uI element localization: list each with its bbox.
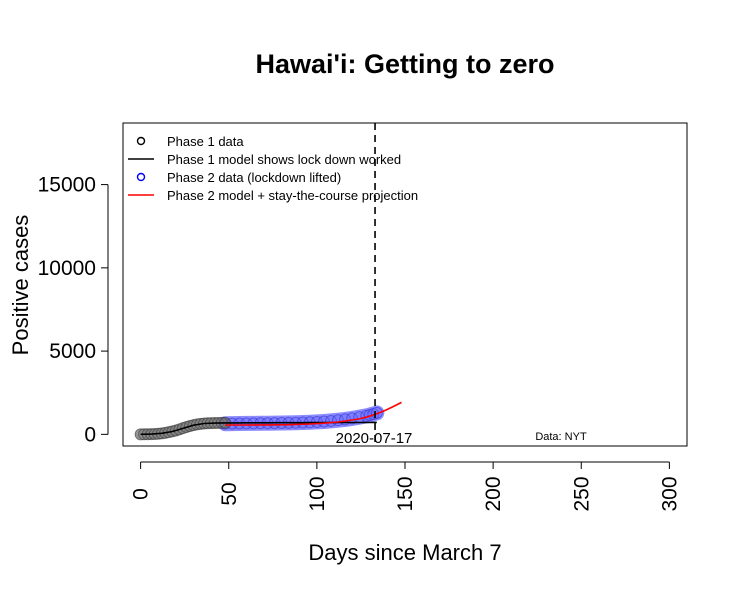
legend-label: Phase 2 model + stay-the-course projecti… xyxy=(167,188,418,203)
phase2-model-line xyxy=(225,401,402,426)
plot-frame xyxy=(122,122,688,447)
x-tick-label: 150 xyxy=(394,476,417,511)
y-tick-label: 10000 xyxy=(38,257,96,280)
axes: 0 50 100 150 200 250 300 0 5000 10000 15000 xyxy=(38,174,682,512)
x-tick-label: 250 xyxy=(570,476,593,511)
x-tick-label: 0 xyxy=(130,488,153,500)
y-tick-label: 15000 xyxy=(38,174,96,197)
y-tick-label: 5000 xyxy=(49,340,96,363)
x-tick-label: 300 xyxy=(658,476,681,511)
date-marker-label: 2020-07-17 xyxy=(336,430,413,447)
legend-label: Phase 2 data (lockdown lifted) xyxy=(167,170,341,185)
x-tick-label: 50 xyxy=(218,482,241,505)
legend: Phase 1 data Phase 1 model shows lock dow… xyxy=(128,134,418,203)
legend-label: Phase 1 model shows lock down worked xyxy=(167,152,401,167)
legend-symbol xyxy=(136,172,146,182)
source-note: Data: NYT xyxy=(535,431,587,443)
x-tick-label: 200 xyxy=(482,476,505,511)
y-axis-label: Positive cases xyxy=(8,215,33,356)
legend-symbol xyxy=(136,136,146,146)
y-tick-label: 0 xyxy=(84,423,96,446)
x-axis-label: Days since March 7 xyxy=(308,540,501,565)
plot-area xyxy=(134,401,402,441)
phase1-model-line xyxy=(140,421,377,436)
legend-label: Phase 1 data xyxy=(167,134,244,149)
chart-title: Hawai'i: Getting to zero xyxy=(256,49,555,79)
x-tick-label: 100 xyxy=(306,476,329,511)
